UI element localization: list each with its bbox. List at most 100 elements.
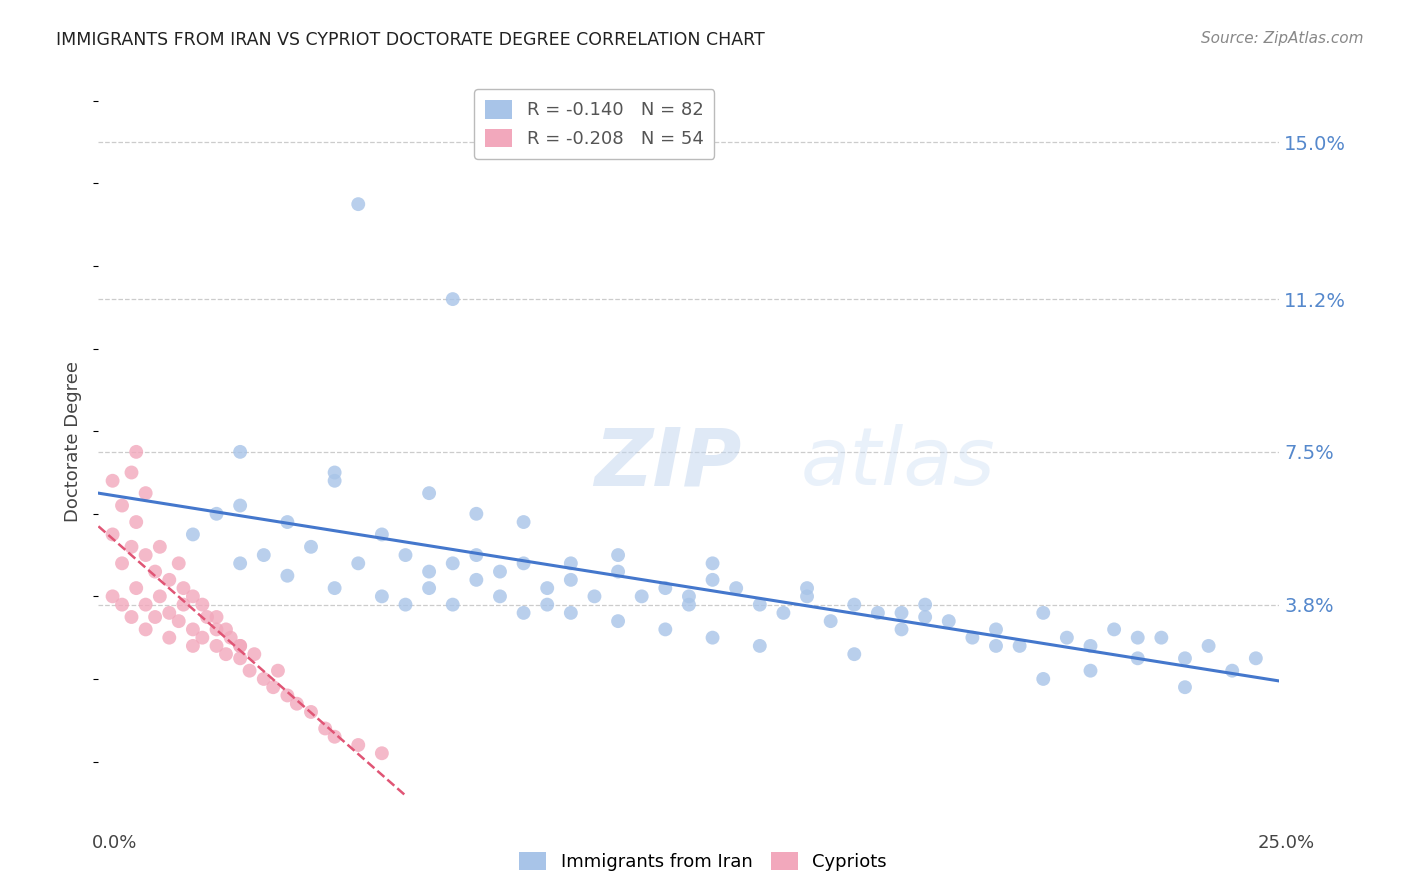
Point	[323, 730, 346, 744]
Point	[772, 606, 794, 620]
Point	[135, 548, 157, 562]
Point	[914, 610, 936, 624]
Text: 0.0%: 0.0%	[91, 834, 136, 852]
Point	[323, 581, 346, 595]
Point	[1032, 606, 1054, 620]
Point	[347, 557, 370, 571]
Point	[157, 606, 180, 620]
Point	[215, 623, 238, 637]
Point	[347, 197, 370, 211]
Point	[441, 598, 464, 612]
Point	[560, 573, 582, 587]
Point	[101, 527, 124, 541]
Point	[205, 610, 228, 624]
Point	[111, 557, 134, 571]
Point	[441, 557, 464, 571]
Text: atlas: atlas	[801, 425, 995, 502]
Point	[560, 557, 582, 571]
Legend: Immigrants from Iran, Cypriots: Immigrants from Iran, Cypriots	[512, 845, 894, 879]
Point	[984, 639, 1007, 653]
Point	[262, 680, 284, 694]
Point	[181, 527, 204, 541]
Point	[394, 598, 416, 612]
Point	[560, 606, 582, 620]
Point	[167, 557, 190, 571]
Point	[1080, 639, 1102, 653]
Point	[489, 590, 512, 604]
Point	[143, 610, 166, 624]
Point	[607, 548, 630, 562]
Text: Source: ZipAtlas.com: Source: ZipAtlas.com	[1201, 31, 1364, 46]
Point	[276, 689, 298, 703]
Point	[536, 581, 558, 595]
Point	[191, 631, 214, 645]
Point	[418, 565, 440, 579]
Point	[796, 581, 818, 595]
Point	[1174, 651, 1197, 665]
Point	[678, 590, 700, 604]
Point	[418, 486, 440, 500]
Point	[299, 705, 322, 719]
Point	[205, 623, 228, 637]
Point	[121, 610, 143, 624]
Point	[1102, 623, 1125, 637]
Point	[135, 486, 157, 500]
Point	[654, 581, 676, 595]
Point	[796, 590, 818, 604]
Point	[229, 651, 252, 665]
Point	[347, 738, 370, 752]
Point	[1244, 651, 1267, 665]
Point	[748, 598, 770, 612]
Point	[371, 590, 394, 604]
Point	[607, 565, 630, 579]
Point	[654, 623, 676, 637]
Point	[820, 614, 842, 628]
Point	[181, 590, 204, 604]
Point	[229, 557, 252, 571]
Point	[1198, 639, 1220, 653]
Point	[323, 466, 346, 480]
Point	[914, 598, 936, 612]
Point	[890, 606, 912, 620]
Point	[101, 590, 124, 604]
Point	[135, 623, 157, 637]
Point	[702, 573, 724, 587]
Point	[229, 445, 252, 459]
Point	[219, 631, 242, 645]
Point	[101, 474, 124, 488]
Point	[157, 631, 180, 645]
Point	[394, 548, 416, 562]
Point	[229, 639, 252, 653]
Point	[276, 515, 298, 529]
Point	[1056, 631, 1078, 645]
Point	[191, 598, 214, 612]
Point	[607, 614, 630, 628]
Point	[239, 664, 262, 678]
Point	[630, 590, 652, 604]
Point	[418, 581, 440, 595]
Point	[314, 722, 336, 736]
Point	[536, 598, 558, 612]
Point	[276, 568, 298, 582]
Point	[195, 610, 218, 624]
Point	[1174, 680, 1197, 694]
Point	[299, 540, 322, 554]
Point	[583, 590, 606, 604]
Point	[111, 598, 134, 612]
Text: 25.0%: 25.0%	[1257, 834, 1315, 852]
Point	[465, 573, 488, 587]
Point	[111, 499, 134, 513]
Point	[267, 664, 290, 678]
Point	[205, 507, 228, 521]
Point	[1032, 672, 1054, 686]
Point	[1126, 631, 1149, 645]
Point	[135, 598, 157, 612]
Point	[748, 639, 770, 653]
Point	[323, 474, 346, 488]
Point	[465, 507, 488, 521]
Point	[844, 647, 866, 661]
Point	[243, 647, 266, 661]
Point	[441, 292, 464, 306]
Point	[157, 573, 180, 587]
Point	[125, 581, 148, 595]
